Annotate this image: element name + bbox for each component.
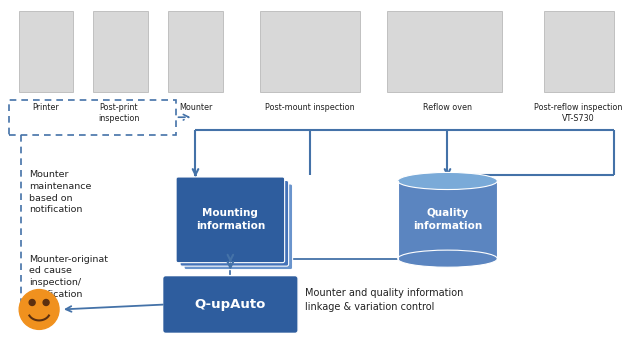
Text: Mounter-originat
ed cause
inspection/
notification: Mounter-originat ed cause inspection/ no…	[29, 255, 108, 299]
Circle shape	[19, 289, 59, 329]
Text: Q-upAuto: Q-upAuto	[195, 298, 266, 311]
Text: Mounter: Mounter	[179, 103, 212, 112]
Circle shape	[29, 300, 35, 306]
Text: Reflow oven: Reflow oven	[423, 103, 472, 112]
FancyBboxPatch shape	[163, 275, 298, 333]
FancyBboxPatch shape	[544, 10, 614, 92]
Ellipse shape	[397, 173, 497, 189]
Ellipse shape	[397, 250, 497, 267]
FancyBboxPatch shape	[180, 181, 289, 266]
Circle shape	[43, 300, 49, 306]
Text: Post-reflow inspection
VT-S730: Post-reflow inspection VT-S730	[534, 103, 622, 124]
FancyBboxPatch shape	[19, 10, 74, 92]
Text: Post-mount inspection: Post-mount inspection	[265, 103, 355, 112]
Text: Printer: Printer	[33, 103, 60, 112]
FancyBboxPatch shape	[397, 181, 497, 259]
Text: Mounter and quality information
linkage & variation control: Mounter and quality information linkage …	[305, 287, 463, 312]
Text: Post-print
inspection: Post-print inspection	[98, 103, 140, 124]
FancyBboxPatch shape	[260, 10, 360, 92]
Bar	[9, 100, 175, 135]
FancyBboxPatch shape	[184, 184, 292, 270]
FancyBboxPatch shape	[176, 177, 285, 262]
Text: Mounting
information: Mounting information	[196, 208, 265, 231]
FancyBboxPatch shape	[93, 10, 148, 92]
FancyBboxPatch shape	[168, 10, 223, 92]
FancyBboxPatch shape	[387, 10, 502, 92]
Text: Quality
information: Quality information	[413, 208, 482, 231]
Text: Mounter
maintenance
based on
notification: Mounter maintenance based on notificatio…	[29, 170, 92, 215]
